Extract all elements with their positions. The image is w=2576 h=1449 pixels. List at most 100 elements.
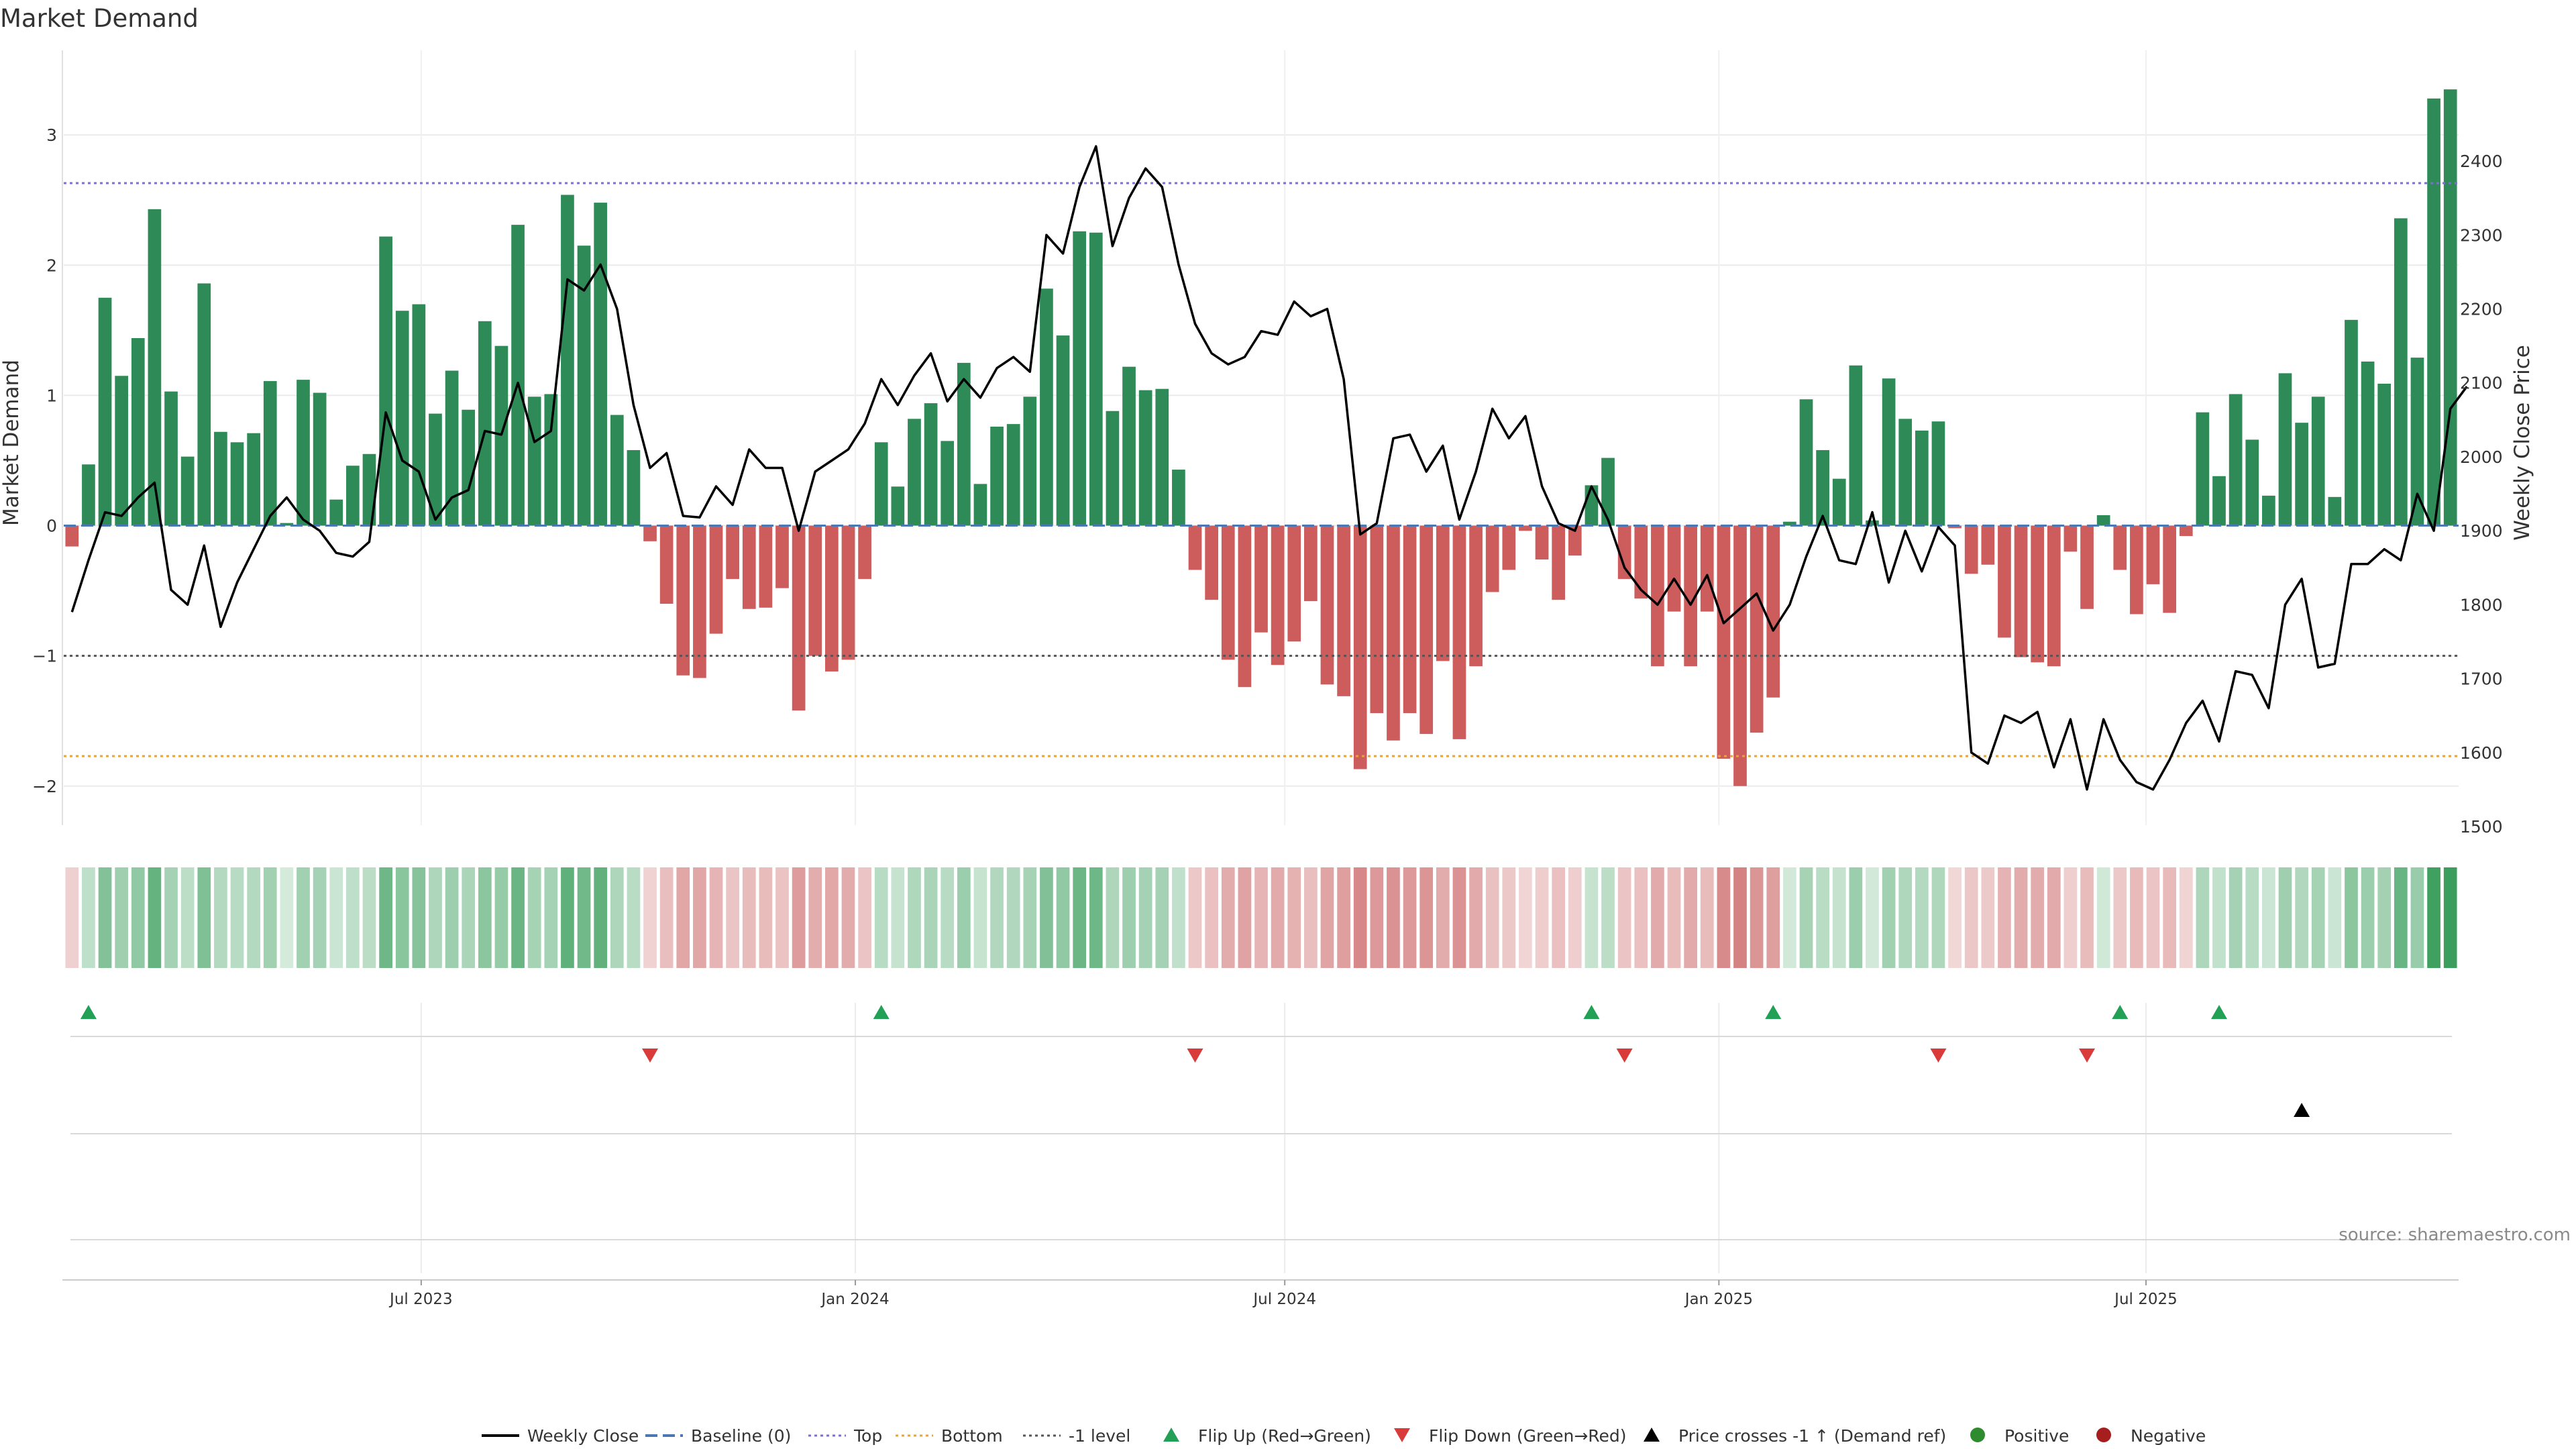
strip-cell xyxy=(1172,867,1185,968)
strip-cell xyxy=(742,867,756,968)
strip-cell xyxy=(1849,867,1863,968)
demand-bar xyxy=(1205,525,1218,600)
strip-cell xyxy=(1287,867,1301,968)
y-tick-label: 0 xyxy=(46,517,57,536)
demand-bar xyxy=(379,236,392,526)
demand-bar xyxy=(924,403,938,526)
strip-cell xyxy=(1155,867,1169,968)
demand-bar xyxy=(2014,525,2028,657)
strip-cell xyxy=(2394,867,2408,968)
strip-cell xyxy=(544,867,558,968)
strip-cell xyxy=(775,867,789,968)
strip-cell xyxy=(2014,867,2028,968)
strip-cell xyxy=(412,867,426,968)
y2-tick-label: 1800 xyxy=(2460,595,2503,614)
strip-cell xyxy=(643,867,657,968)
gridlines xyxy=(64,50,2459,1273)
demand-bar xyxy=(313,392,327,526)
strip-cell xyxy=(1684,867,1697,968)
chart-title: Market Demand xyxy=(0,4,199,33)
strip-cell xyxy=(2229,867,2243,968)
demand-bar xyxy=(2179,525,2193,537)
demand-bar xyxy=(1485,525,1499,592)
legend-swatch xyxy=(1644,1428,1660,1442)
strip-cell xyxy=(2212,867,2226,968)
legend-label: Bottom xyxy=(941,1426,1003,1446)
y2-tick-label: 1500 xyxy=(2460,817,2503,837)
demand-bar xyxy=(1320,525,1334,685)
strip-cell xyxy=(1568,867,1582,968)
strip-cell xyxy=(659,867,674,968)
strip-cell xyxy=(1106,867,1120,968)
demand-bar xyxy=(2361,361,2375,526)
strip-cell xyxy=(2179,867,2193,968)
legend-label: Flip Up (Red→Green) xyxy=(1198,1426,1371,1446)
demand-strength-strip xyxy=(65,867,2457,968)
demand-bar xyxy=(808,525,822,656)
strip-cell xyxy=(1023,867,1037,968)
demand-bar xyxy=(709,525,723,634)
strip-cell xyxy=(1667,867,1681,968)
strip-cell xyxy=(379,867,392,968)
x-tick-label: Jul 2025 xyxy=(2113,1291,2178,1308)
strip-cell xyxy=(1948,867,1962,968)
demand-bar xyxy=(346,466,360,526)
demand-bar xyxy=(874,442,888,526)
flip-up-marker xyxy=(2112,1005,2129,1019)
strip-cell xyxy=(2443,867,2457,968)
demand-bar xyxy=(2063,525,2078,552)
demand-bar xyxy=(841,525,855,660)
strip-cell xyxy=(709,867,723,968)
demand-bar xyxy=(544,394,558,526)
legend-label: Flip Down (Green→Red) xyxy=(1429,1426,1627,1446)
demand-bar xyxy=(1882,378,1896,526)
strip-cell xyxy=(395,867,409,968)
strip-cell xyxy=(957,867,971,968)
demand-bar xyxy=(395,311,409,526)
y2-tick-label: 1700 xyxy=(2460,669,2503,689)
y2-tick-label: 2200 xyxy=(2460,300,2503,319)
strip-cell xyxy=(1998,867,2011,968)
strip-cell xyxy=(1898,867,1913,968)
strip-cell xyxy=(1073,867,1087,968)
strip-cell xyxy=(2096,867,2110,968)
demand-bar xyxy=(1585,485,1599,526)
demand-bar xyxy=(1403,525,1417,714)
strip-cell xyxy=(494,867,508,968)
strip-cell xyxy=(973,867,987,968)
flip-down-marker xyxy=(1616,1049,1633,1063)
legend-label: Baseline (0) xyxy=(691,1426,791,1446)
demand-bar xyxy=(1469,525,1483,667)
flip-up-marker xyxy=(2211,1005,2227,1019)
strip-cell xyxy=(1387,867,1400,968)
strip-cell xyxy=(2345,867,2358,968)
strip-cell xyxy=(1122,867,1136,968)
strip-cell xyxy=(2311,867,2325,968)
strip-cell xyxy=(2295,867,2308,968)
demand-bar xyxy=(1370,525,1384,714)
demand-bar xyxy=(1700,525,1714,612)
strip-cell xyxy=(726,867,739,968)
demand-bar xyxy=(2410,358,2424,526)
strip-cell xyxy=(1766,867,1780,968)
demand-bar xyxy=(180,456,195,526)
demand-bar xyxy=(792,525,806,711)
strip-cell xyxy=(941,867,955,968)
demand-bar xyxy=(2113,525,2127,570)
strip-cell xyxy=(1981,867,1995,968)
legend-swatch xyxy=(1163,1428,1179,1442)
y2-axis-title: Weekly Close Price xyxy=(2510,345,2534,541)
demand-bar xyxy=(2031,525,2045,663)
flip-up-marker xyxy=(873,1005,890,1019)
price-cross-marker xyxy=(2294,1103,2310,1117)
strip-cell xyxy=(1585,867,1599,968)
strip-cell xyxy=(98,867,112,968)
demand-bar xyxy=(2163,525,2176,613)
strip-cell xyxy=(1254,867,1268,968)
demand-bar xyxy=(1452,525,1466,739)
demand-bar xyxy=(1188,525,1202,570)
strip-cell xyxy=(676,867,690,968)
strip-cell xyxy=(1436,867,1450,968)
strip-cell xyxy=(1931,867,1945,968)
strip-cell xyxy=(610,867,624,968)
